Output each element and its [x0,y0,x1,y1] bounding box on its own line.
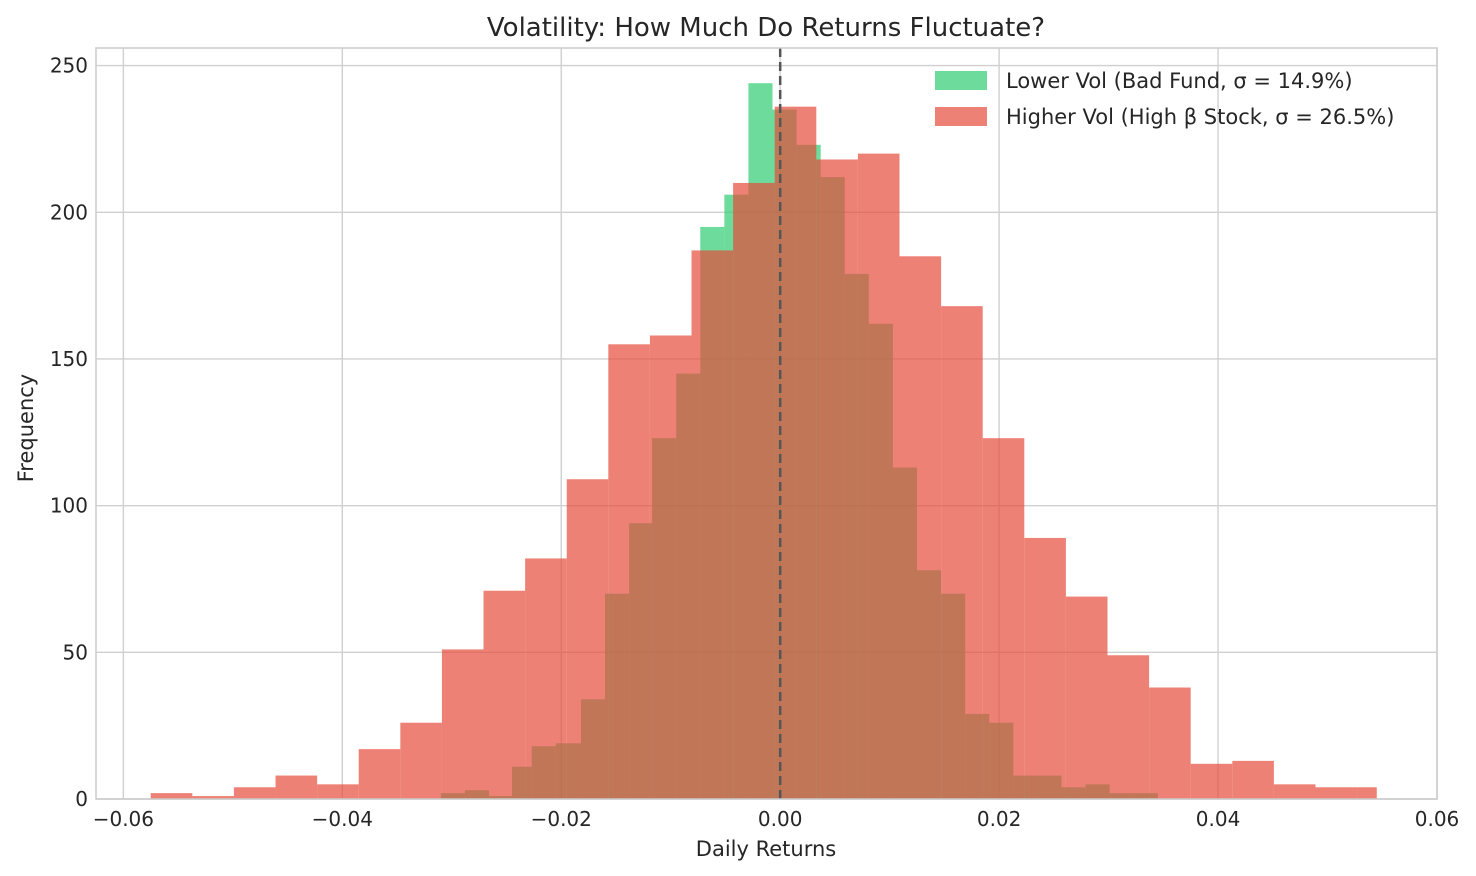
histogram-bar [733,182,775,799]
histogram-bar [608,344,650,799]
histogram-bar [1024,537,1066,799]
histogram-bar [525,558,567,799]
histogram-bar [1273,784,1316,799]
histogram-bar [441,649,484,799]
histogram-bar [566,479,609,799]
histogram-bar [192,796,234,799]
histogram-bar [275,775,318,799]
y-axis-label: Frequency [14,374,38,483]
series-group [150,106,1377,799]
legend-swatch-higher-vol [935,107,987,126]
legend-label-lower-vol: Lower Vol (Bad Fund, σ = 14.9%) [1006,69,1353,93]
y-tick-label: 50 [63,640,88,664]
histogram-bar [483,590,526,799]
histogram-bar [691,250,734,799]
histogram-bar [150,793,193,799]
x-axis-ticks: −0.06 −0.04 −0.02 0.00 0.02 0.04 0.06 [93,807,1460,831]
histogram-bar [1190,763,1233,799]
histogram-bar [816,159,858,799]
histogram-bar [941,306,983,799]
x-tick-label: −0.06 [93,807,154,831]
histogram-bar [1149,687,1191,799]
y-tick-label: 250 [50,54,88,78]
legend-swatch-lower-vol [935,71,987,90]
histogram-bar [857,153,900,799]
y-axis-ticks: 0 50 100 150 200 250 [50,54,88,811]
histogram-bar [1065,596,1108,799]
histogram-bar [358,749,401,799]
y-tick-label: 150 [50,347,88,371]
legend-label-higher-vol: Higher Vol (High β Stock, σ = 26.5%) [1006,105,1394,129]
histogram-bars [150,83,1377,799]
histogram-bar [1357,787,1377,799]
histogram-bar [1232,760,1274,799]
x-tick-label: 0.04 [1196,807,1241,831]
y-tick-label: 100 [50,494,88,518]
chart-title: Volatility: How Much Do Returns Fluctuat… [487,13,1045,43]
plot-frame [95,47,1438,800]
x-tick-label: 0.00 [758,807,803,831]
histogram-bar [1107,655,1150,799]
histogram-bar [317,784,359,799]
histogram-bar [233,787,276,799]
x-tick-label: 0.06 [1415,807,1460,831]
x-tick-label: −0.02 [531,807,592,831]
histogram-bar [899,256,942,799]
legend: Lower Vol (Bad Fund, σ = 14.9%) Higher V… [935,69,1394,129]
histogram-bar [649,335,692,799]
x-tick-label: −0.04 [312,807,373,831]
x-axis-label: Daily Returns [696,837,836,861]
y-tick-label: 0 [75,787,88,811]
histogram-bar [982,438,1025,799]
histogram-bar [1315,787,1358,799]
x-tick-label: 0.02 [977,807,1022,831]
y-tick-label: 200 [50,200,88,224]
histogram-bar [400,722,442,799]
histogram-bar [774,106,817,799]
